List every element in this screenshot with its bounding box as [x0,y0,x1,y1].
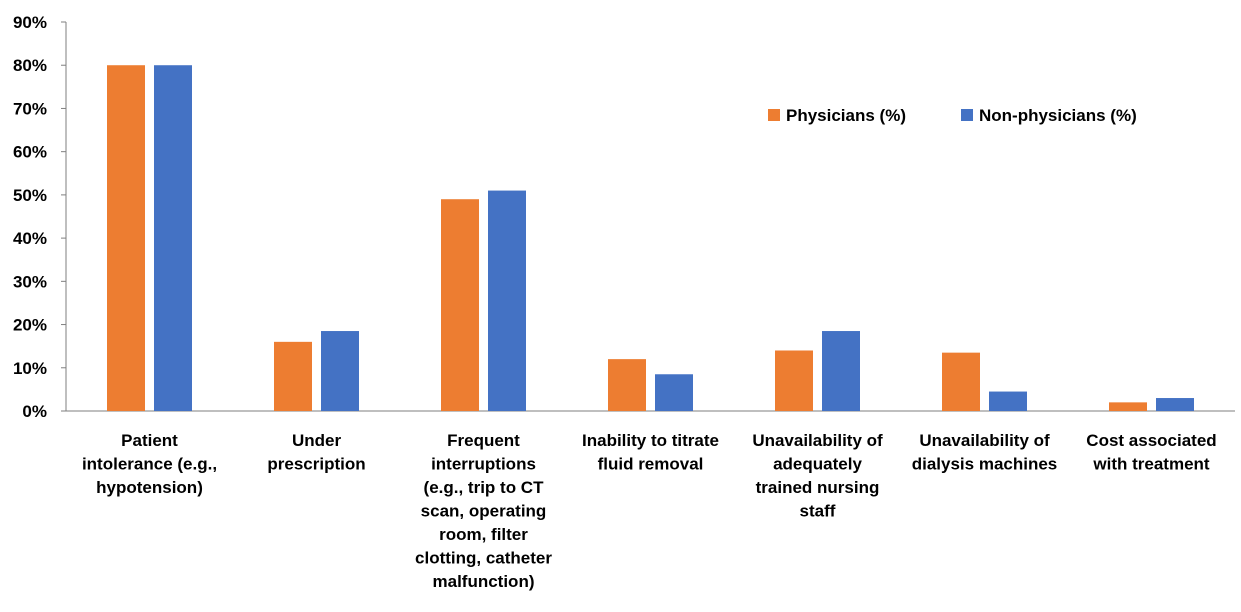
y-tick-label: 90% [13,13,47,32]
bar-physicians [1109,402,1147,411]
y-axis: 0% 10% 20% 30% 40% 50% 60% 70% 80% 90% [13,13,67,421]
y-tick-label: 80% [13,56,47,75]
category-label: Unavailability of adequately trained nursi… [752,431,883,521]
bar-physicians [107,65,145,411]
y-tick-label: 10% [13,359,47,378]
legend-swatch [961,109,973,121]
bar-physicians [942,352,980,411]
bar-non-physicians [154,65,192,411]
category-label: Frequent interruptions (e.g., trip to CT sc… [415,431,552,591]
y-tick-label: 70% [13,99,47,118]
legend: Physicians (%) Non-physicians (%) [768,106,1137,125]
bar-physicians [441,199,479,411]
bar-non-physicians [822,331,860,411]
bar-non-physicians [989,391,1027,411]
legend-item-non-physicians: Non-physicians (%) [961,106,1137,125]
legend-label: Non-physicians (%) [979,106,1137,125]
category-label: Patient intolerance (e.g., hypotension) [82,431,217,497]
bar-non-physicians [655,374,693,411]
legend-swatch [768,109,780,121]
bar-physicians [608,359,646,411]
category-label: Unavailability of dialysis machines [912,431,1058,474]
bar-non-physicians [1156,398,1194,411]
y-tick-label: 60% [13,143,47,162]
category-label: Under prescription [267,431,365,474]
bar-non-physicians [321,331,359,411]
category-label: Inability to titrate fluid removal [582,431,719,474]
bars [107,65,1194,411]
y-tick-label: 50% [13,186,47,205]
bar-non-physicians [488,190,526,411]
category-labels: Patient intolerance (e.g., hypotension) Und… [82,431,1217,591]
bar-physicians [274,341,312,411]
y-tick-label: 40% [13,229,47,248]
y-tick-label: 30% [13,272,47,291]
legend-label: Physicians (%) [786,106,906,125]
y-tick-label: 0% [22,402,47,421]
y-tick-label: 20% [13,316,47,335]
bar-physicians [775,350,813,411]
category-label: Cost associated with treatment [1086,431,1216,474]
legend-item-physicians: Physicians (%) [768,106,906,125]
